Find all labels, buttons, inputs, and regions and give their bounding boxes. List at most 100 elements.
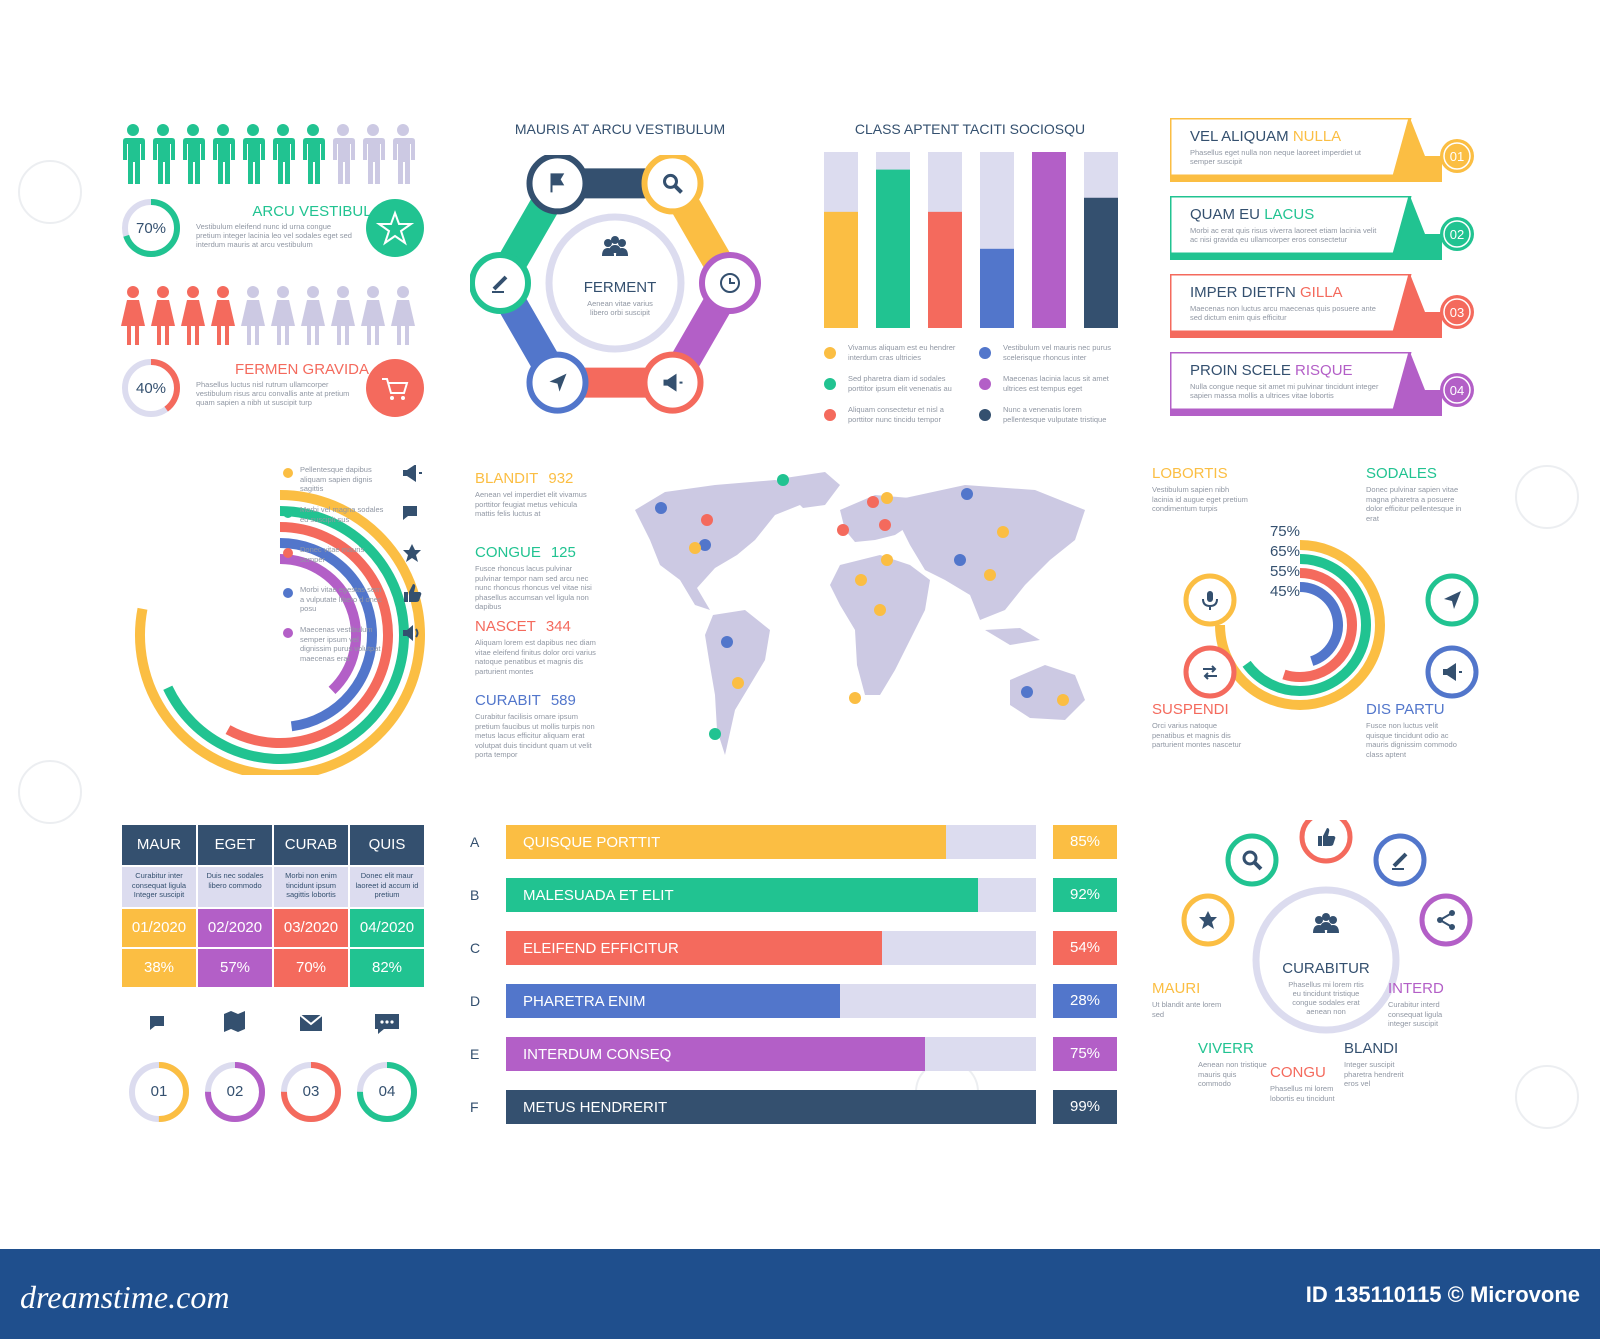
hbar-fill: METUS HENDRERIT xyxy=(506,1090,1036,1124)
radial-item-text: Morbi vitae egestas sem a vulputate libe… xyxy=(300,585,382,613)
map-marker[interactable] xyxy=(855,574,867,586)
step-ring[interactable] xyxy=(203,1060,267,1124)
watermark-swirl xyxy=(18,760,82,824)
map-marker[interactable] xyxy=(837,524,849,536)
legend-dot xyxy=(824,409,836,421)
map-marker[interactable] xyxy=(874,604,886,616)
megaphone-icon[interactable] xyxy=(1425,645,1479,699)
map-marker[interactable] xyxy=(881,492,893,504)
table-header[interactable]: CURAB xyxy=(274,825,348,865)
female-figure xyxy=(151,286,175,345)
table-header[interactable]: MAUR xyxy=(122,825,196,865)
table-header[interactable]: EGET xyxy=(198,825,272,865)
hbar-fill: MALESUADA ET ELIT xyxy=(506,878,978,912)
ribbon-item[interactable]: QUAM EU LACUS Morbi ac erat quis risus vi… xyxy=(1170,196,1480,266)
navigation-icon[interactable] xyxy=(1425,573,1479,627)
donut-panel: 75% 65% 55% 45% LOBORTIS Vestibulum sapien ni… xyxy=(1152,465,1480,775)
ribbon-item[interactable]: VEL ALIQUAM NULLA Phasellus eget nulla no… xyxy=(1170,118,1480,188)
map-marker[interactable] xyxy=(984,569,996,581)
map-marker[interactable] xyxy=(954,554,966,566)
radial-dot xyxy=(283,548,293,558)
watermark-swirl xyxy=(1515,465,1579,529)
arrows-icon[interactable] xyxy=(1183,645,1237,699)
ribbon-title: QUAM EU LACUS xyxy=(1190,206,1314,223)
map-stat-label: CURABIT xyxy=(475,692,541,709)
thumb-icon[interactable] xyxy=(1299,820,1353,864)
brand-name[interactable]: dreamstime.com xyxy=(20,1279,230,1315)
map-stat: BLANDIT 932 Aenean vel imperdiet elit viva… xyxy=(475,470,605,540)
radial-dot xyxy=(283,468,293,478)
map-marker[interactable] xyxy=(879,519,891,531)
ribbon-title-accent: GILLA xyxy=(1300,284,1343,301)
flag-icon[interactable] xyxy=(526,155,589,215)
megaphone-icon[interactable] xyxy=(641,351,704,414)
step-ring[interactable] xyxy=(127,1060,191,1124)
legend-item: Sed pharetra diam id sodales porttitor i… xyxy=(824,374,974,402)
table-percent: 70% xyxy=(274,949,348,987)
radial-arc xyxy=(279,538,377,732)
step-ring[interactable] xyxy=(279,1060,343,1124)
clock-icon[interactable] xyxy=(699,252,761,314)
ribbon-item[interactable]: IMPER DIETFN GILLA Maecenas non luctus ar… xyxy=(1170,274,1480,344)
ribbon-title-main: VEL ALIQUAM xyxy=(1190,128,1293,145)
map-marker[interactable] xyxy=(721,636,733,648)
share-icon[interactable] xyxy=(1419,893,1473,947)
map-marker[interactable] xyxy=(849,692,861,704)
microphone-icon[interactable] xyxy=(1183,573,1237,627)
legend-item: Vivamus aliquam est eu hendrer interdum … xyxy=(824,343,974,371)
hbar-letter: A xyxy=(470,834,480,850)
hbar-label: MALESUADA ET ELIT xyxy=(523,887,674,904)
ribbon-shape xyxy=(1170,196,1474,260)
donut-arc xyxy=(1299,582,1343,666)
map-marker[interactable] xyxy=(655,502,667,514)
map-marker[interactable] xyxy=(777,474,789,486)
map-stat-value: 589 xyxy=(550,692,576,709)
map-marker[interactable] xyxy=(689,542,701,554)
map-marker[interactable] xyxy=(1057,694,1069,706)
orbit-center-title: CURABITUR xyxy=(1282,960,1370,977)
table-date: 02/2020 xyxy=(198,909,272,947)
map-marker[interactable] xyxy=(709,728,721,740)
female-figure xyxy=(121,286,145,345)
map-marker[interactable] xyxy=(699,539,711,551)
map-stat-head: NASCET 344 xyxy=(475,618,571,635)
pencil-icon[interactable] xyxy=(1373,833,1427,887)
pencil-icon[interactable] xyxy=(470,252,531,314)
map-marker[interactable] xyxy=(701,514,713,526)
table-header[interactable]: QUIS xyxy=(350,825,424,865)
message-icon[interactable] xyxy=(367,1003,407,1043)
map-marker[interactable] xyxy=(881,554,893,566)
search-icon[interactable] xyxy=(1225,833,1279,887)
map-marker[interactable] xyxy=(961,488,973,500)
hbar-label: INTERDUM CONSEQ xyxy=(523,1046,672,1063)
radial-item-text: Pellentesque dapibus aliquam sapien dign… xyxy=(300,465,373,493)
map-marker[interactable] xyxy=(1021,686,1033,698)
watermark-swirl xyxy=(1515,1065,1579,1129)
hbar-percent: 75% xyxy=(1053,1037,1117,1071)
step-ring[interactable] xyxy=(355,1060,419,1124)
hbar-letter: C xyxy=(470,940,481,956)
ribbon-number: 04 xyxy=(1449,383,1465,398)
map-marker[interactable] xyxy=(997,526,1009,538)
star-icon[interactable] xyxy=(1181,893,1235,947)
star-icon[interactable] xyxy=(366,199,424,257)
donut-percent: 65% xyxy=(1269,543,1300,560)
mail-icon[interactable] xyxy=(291,1003,331,1043)
donut-label-text: Fusce non luctus velit quisque tincidunt… xyxy=(1366,721,1457,759)
map-icon[interactable] xyxy=(215,1003,255,1043)
table-desc: Donec elit maur laoreet id accum id pret… xyxy=(350,867,424,907)
male-figure xyxy=(123,124,145,184)
megaphone-icon xyxy=(403,465,422,482)
map-marker[interactable] xyxy=(867,496,879,508)
navigation-icon[interactable] xyxy=(526,351,589,414)
donut-arc xyxy=(1215,540,1385,710)
ribbon-item[interactable]: PROIN SCELE RISQUE Nulla congue neque sit… xyxy=(1170,352,1480,422)
bar-chart-title: CLASS APTENT TACITI SOCIOSQU xyxy=(854,121,1086,137)
map-marker[interactable] xyxy=(732,677,744,689)
bar-6 xyxy=(1084,197,1118,328)
map-greenland xyxy=(785,472,840,508)
search-icon[interactable] xyxy=(641,155,704,215)
orbit-label-title: MAURI xyxy=(1152,980,1201,997)
cart-icon[interactable] xyxy=(366,359,424,417)
chat-icon[interactable] xyxy=(139,1003,179,1043)
